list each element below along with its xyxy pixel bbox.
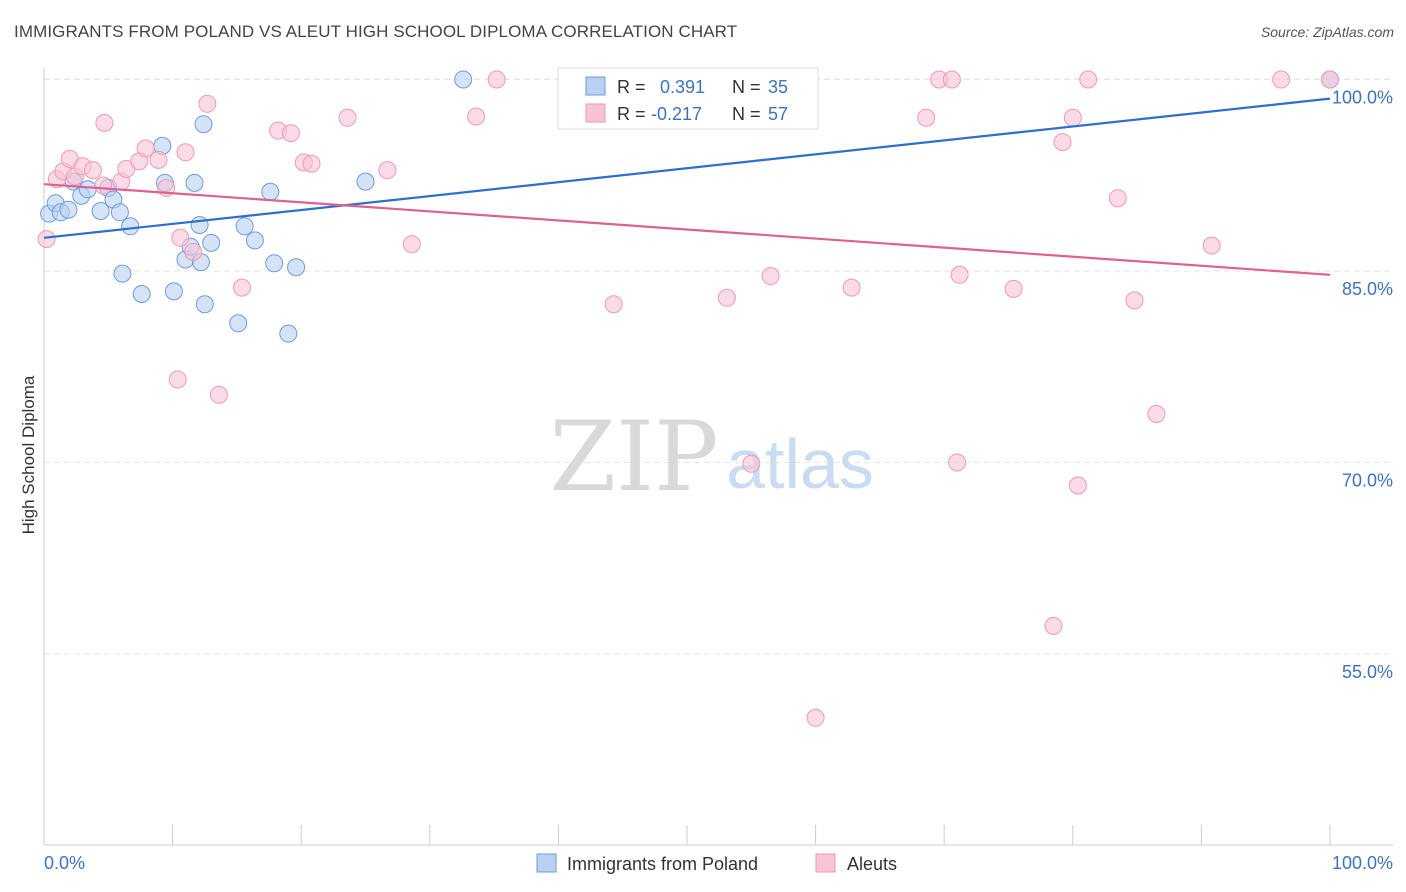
point-aleuts: [149, 150, 168, 169]
point-immigrants-poland: [59, 200, 78, 219]
x-tick-label-min: 0.0%: [44, 853, 85, 873]
series-legend-pink-swatch: [815, 853, 836, 873]
stats-legend-blue-swatch: [585, 76, 606, 96]
point-aleuts: [917, 108, 936, 127]
point-aleuts: [761, 267, 780, 286]
point-immigrants-poland: [454, 70, 473, 89]
stats-legend: R = 0.391 N = 35 R = -0.217 N = 57: [557, 67, 819, 130]
point-aleuts: [487, 70, 506, 89]
point-immigrants-poland: [121, 217, 140, 236]
y-tick-label: 55.0%: [1342, 662, 1393, 682]
y-tick-label: 70.0%: [1342, 471, 1393, 491]
stats-legend-blue-r-label: R =: [617, 77, 646, 97]
point-aleuts: [948, 453, 967, 472]
series-legend: Immigrants from Poland Aleuts: [536, 853, 897, 874]
point-aleuts: [1068, 476, 1087, 495]
point-aleuts: [1125, 291, 1144, 310]
trendline-aleuts: [43, 183, 1331, 276]
point-aleuts: [1063, 108, 1082, 127]
point-aleuts: [467, 107, 486, 126]
y-tick-label: 100.0%: [1332, 88, 1393, 108]
point-immigrants-poland: [190, 216, 209, 234]
point-aleuts: [717, 288, 736, 307]
point-immigrants-poland: [356, 172, 375, 191]
point-immigrants-poland: [265, 254, 284, 273]
chart-source: Source: ZipAtlas.com: [1260, 24, 1394, 40]
point-aleuts: [233, 278, 251, 297]
point-aleuts: [942, 70, 961, 89]
point-aleuts: [83, 161, 102, 180]
point-aleuts: [209, 385, 228, 404]
point-aleuts: [176, 143, 195, 162]
point-aleuts: [742, 454, 761, 473]
point-immigrants-poland: [185, 173, 204, 192]
y-tick-label: 85.0%: [1342, 279, 1393, 299]
point-immigrants-poland: [195, 295, 214, 314]
point-immigrants-poland: [245, 231, 264, 250]
point-aleuts: [402, 235, 421, 254]
stats-legend-blue-n-value: 35: [768, 77, 788, 97]
point-immigrants-poland: [287, 258, 306, 277]
stats-legend-pink-n-label: N =: [732, 104, 761, 124]
y-axis-title: High School Diploma: [19, 375, 38, 534]
point-aleuts: [184, 242, 203, 261]
stats-legend-pink-r-label: R =: [617, 104, 646, 124]
point-immigrants-poland: [113, 264, 132, 283]
point-immigrants-poland: [91, 202, 110, 220]
point-aleuts: [1053, 133, 1072, 152]
point-aleuts: [95, 113, 114, 132]
point-aleuts: [281, 124, 300, 143]
x-tick-label-max: 100.0%: [1332, 853, 1393, 873]
point-immigrants-poland: [110, 203, 129, 222]
series-legend-pink-label: Aleuts: [847, 854, 897, 874]
trend-layer: [43, 97, 1331, 276]
stats-legend-pink-r-value: -0.217: [651, 104, 702, 124]
point-aleuts: [604, 295, 623, 314]
point-aleuts: [1044, 616, 1063, 635]
point-immigrants-poland: [194, 115, 213, 134]
point-immigrants-poland: [235, 217, 254, 236]
point-immigrants-poland: [202, 233, 221, 252]
point-aleuts: [1147, 405, 1166, 423]
point-aleuts: [378, 161, 397, 180]
series-legend-blue-label: Immigrants from Poland: [567, 854, 758, 874]
point-aleuts: [302, 154, 321, 173]
stats-legend-pink-n-value: 57: [768, 104, 788, 124]
point-aleuts: [338, 108, 357, 127]
point-aleuts: [168, 370, 187, 389]
point-aleuts: [1321, 70, 1339, 89]
stats-legend-blue-n-label: N =: [732, 77, 761, 97]
watermark-zip: ZIP: [549, 401, 718, 513]
point-immigrants-poland: [261, 182, 280, 201]
point-aleuts: [950, 265, 969, 284]
stats-legend-pink-swatch: [585, 103, 606, 123]
point-immigrants-poland: [164, 282, 183, 301]
point-aleuts: [842, 278, 861, 297]
axis-layer: 55.0% 70.0% 85.0% 100.0%: [43, 68, 1393, 846]
point-aleuts: [94, 176, 113, 195]
chart-title: IMMIGRANTS FROM POLAND VS ALEUT HIGH SCH…: [14, 22, 738, 41]
point-aleuts: [136, 139, 155, 158]
point-immigrants-poland: [132, 285, 151, 303]
point-aleuts: [1108, 189, 1127, 208]
points-layer: [37, 70, 1339, 727]
point-aleuts: [1202, 236, 1221, 255]
stats-legend-blue-r-value: 0.391: [660, 77, 705, 97]
point-aleuts: [37, 230, 56, 249]
point-aleuts: [171, 228, 190, 247]
point-immigrants-poland: [229, 314, 248, 333]
point-immigrants-poland: [279, 324, 298, 343]
watermark: ZIP atlas: [549, 401, 874, 513]
series-legend-blue-swatch: [536, 853, 557, 873]
trendline-immigrants-poland: [43, 97, 1331, 239]
point-aleuts: [1079, 70, 1098, 89]
point-immigrants-poland: [78, 180, 97, 199]
point-aleuts: [1004, 279, 1023, 298]
point-aleuts: [1272, 70, 1291, 89]
point-aleuts: [806, 708, 825, 727]
point-aleuts: [198, 94, 217, 113]
